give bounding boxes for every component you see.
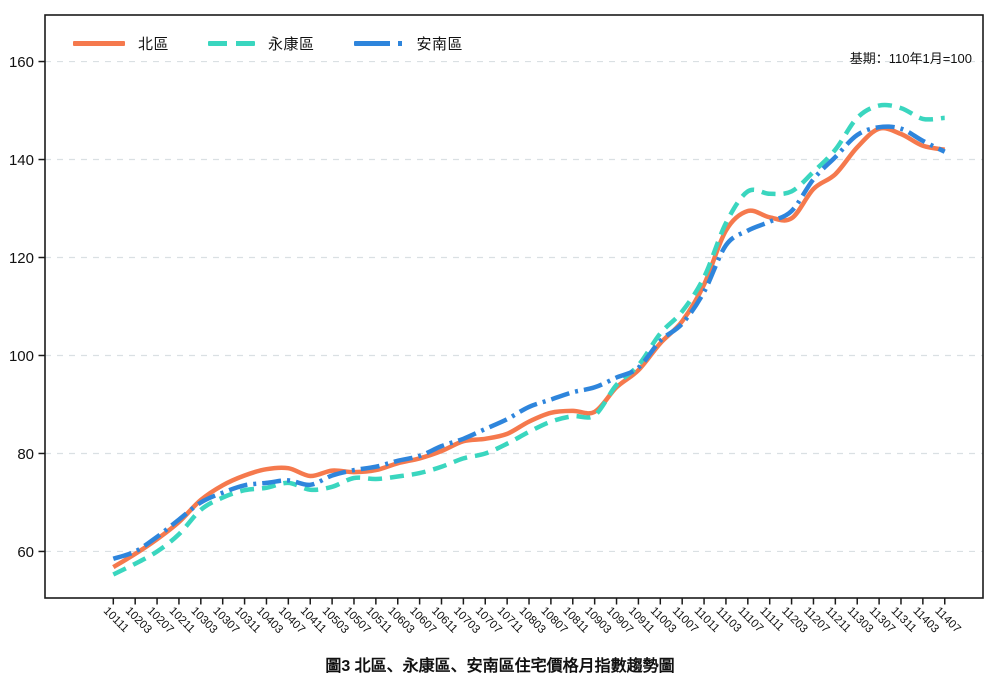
legend: 北區 永康區 安南區 [73, 33, 463, 54]
y-tick-label: 160 [9, 54, 34, 71]
annan-line-swatch-icon [353, 41, 404, 46]
legend-item-yongkang: 永康區 [208, 33, 315, 54]
y-tick-label: 60 [17, 544, 34, 561]
legend-item-north: 北區 [73, 33, 169, 54]
y-tick-label: 100 [9, 348, 34, 365]
base-period-note: 基期：110年1月=100 [849, 51, 972, 66]
yongkang-line-swatch-icon [208, 41, 256, 46]
plot-border [44, 14, 984, 599]
chart-title: 圖3 北區、永康區、安南區住宅價格月指數趨勢圖 [325, 658, 675, 675]
legend-item-annan: 安南區 [353, 33, 464, 54]
line-yongkang-district [112, 102, 945, 577]
y-tick-label: 80 [17, 446, 34, 463]
y-tick-label: 140 [9, 152, 34, 169]
legend-label-yongkang: 永康區 [268, 36, 315, 53]
legend-label-annan: 安南區 [416, 36, 464, 53]
line-annan-district [112, 124, 946, 561]
north-line-swatch-icon [73, 41, 125, 46]
legend-label-north: 北區 [138, 36, 170, 53]
y-tick-label: 120 [9, 250, 34, 267]
line-north-district [112, 125, 946, 570]
